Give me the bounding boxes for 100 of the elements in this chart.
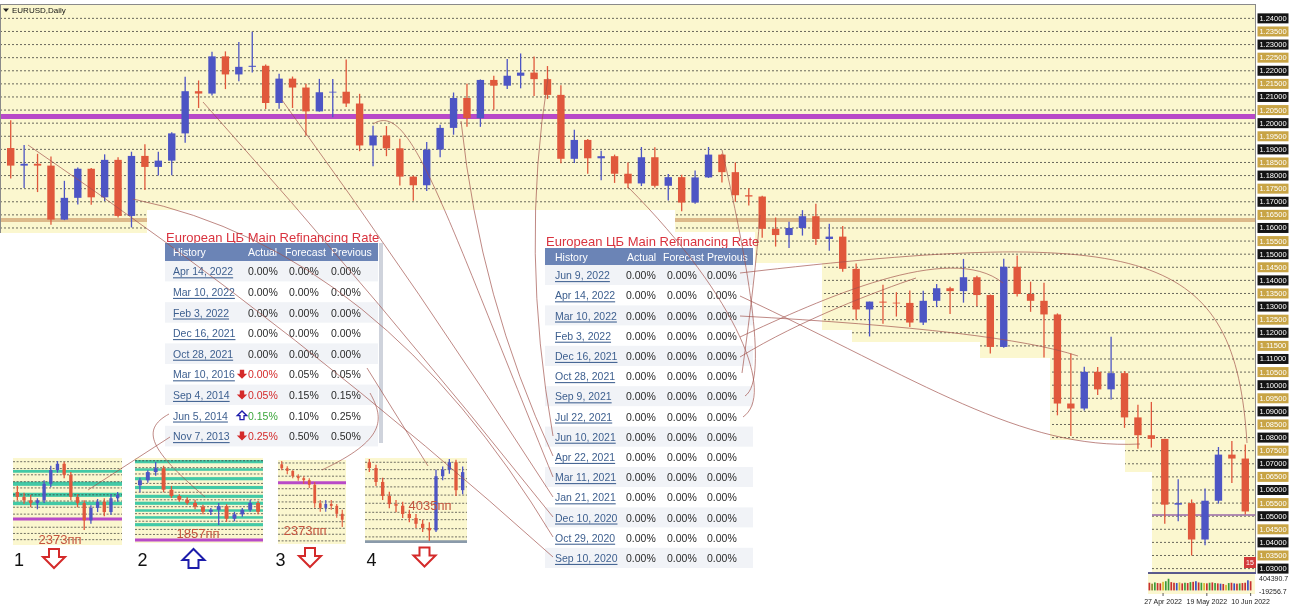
annotation: 0.05% bbox=[331, 368, 361, 381]
annotation: Jun 9, 2022 bbox=[555, 269, 611, 282]
annotation: Jan 21, 2021 bbox=[555, 491, 616, 504]
annotation: Mar 10, 2016 bbox=[173, 368, 236, 381]
annotation: 0.00% bbox=[289, 285, 319, 298]
annotation: 0.00% bbox=[707, 471, 737, 484]
annotation: History bbox=[173, 246, 207, 258]
annotation: Mar 11, 2021 bbox=[555, 471, 617, 484]
text: European ЦБ Main Refinancing Rate bbox=[546, 234, 760, 249]
annotation: 0.00% bbox=[248, 347, 278, 360]
annotation: 0.00% bbox=[626, 349, 656, 362]
annotation: 0.00% bbox=[667, 511, 697, 524]
annotation: 1 bbox=[13, 550, 25, 570]
annotation: 0.00% bbox=[626, 289, 656, 302]
annotation: 0.00% bbox=[289, 347, 319, 360]
annotation: Previous bbox=[331, 246, 372, 258]
annotation: 0.00% bbox=[626, 551, 656, 564]
annotation: 0.00% bbox=[248, 285, 278, 298]
annotation: 0.50% bbox=[331, 430, 361, 443]
annotation: 0.00% bbox=[707, 289, 737, 302]
annotation: 0.00% bbox=[707, 551, 737, 564]
annotation: 0.00% bbox=[248, 327, 278, 340]
annotation: 0.00% bbox=[289, 306, 319, 319]
annotation: 0.00% bbox=[667, 269, 697, 282]
annotation: Previous bbox=[707, 250, 748, 263]
annotation: 0.15% bbox=[289, 388, 319, 401]
annotation: Oct 29, 2020 bbox=[555, 531, 616, 544]
annotation: Jul 22, 2021 bbox=[555, 410, 613, 423]
annotation: 0.00% bbox=[707, 531, 737, 544]
annotation: 0.00% bbox=[626, 370, 656, 383]
annotation: 1857пп bbox=[176, 525, 220, 541]
annotation: Jun 5, 2014 bbox=[173, 409, 229, 422]
annotation: 0.00% bbox=[667, 370, 697, 383]
annotation: Jun 10, 2021 bbox=[555, 430, 616, 443]
text: European ЦБ Main Refinancing Rate bbox=[166, 229, 380, 245]
annotation: 0.00% bbox=[626, 309, 656, 322]
annotation: Feb 3, 2022 bbox=[555, 329, 612, 342]
annotation: 0.00% bbox=[331, 285, 361, 298]
annotation: Dec 16, 2021 bbox=[555, 349, 618, 362]
annotation: 0.15% bbox=[248, 409, 278, 422]
annotation: 0.00% bbox=[667, 430, 697, 443]
annotation: 0.00% bbox=[707, 491, 737, 504]
annotation: 0.00% bbox=[667, 471, 697, 484]
annotation: 0.00% bbox=[626, 430, 656, 443]
annotation: 0.10% bbox=[289, 409, 319, 422]
annotation: 0.00% bbox=[626, 410, 656, 423]
annotation: 0.00% bbox=[667, 551, 697, 564]
annotation: 0.50% bbox=[289, 430, 319, 443]
annotation: 0.05% bbox=[248, 388, 278, 401]
annotation: 0.00% bbox=[331, 306, 361, 319]
annotation: 2373пп bbox=[283, 522, 327, 538]
annotation: 2 bbox=[137, 550, 148, 570]
annotation: 0.00% bbox=[626, 329, 656, 342]
annotation: Feb 3, 2022 bbox=[173, 306, 230, 319]
annotation: 0.00% bbox=[707, 269, 737, 282]
annotation: Dec 16, 2021 bbox=[173, 327, 236, 340]
annotation: History bbox=[555, 250, 589, 263]
annotation: 0.00% bbox=[707, 349, 737, 362]
annotation: Forecast bbox=[663, 250, 704, 263]
annotation: 0.00% bbox=[707, 329, 737, 342]
annotation: 0.00% bbox=[626, 450, 656, 463]
annotation: 0.00% bbox=[707, 370, 737, 383]
annotation: 0.00% bbox=[667, 491, 697, 504]
annotation: 0.00% bbox=[248, 306, 278, 319]
annotation: Apr 22, 2021 bbox=[555, 450, 616, 463]
annotation: 0.00% bbox=[626, 491, 656, 504]
annotation: Nov 7, 2013 bbox=[173, 430, 230, 443]
annotation: Actual bbox=[627, 250, 657, 263]
annotation: Sep 9, 2021 bbox=[555, 390, 612, 403]
annotation: 0.00% bbox=[707, 511, 737, 524]
annotation: 0.00% bbox=[667, 410, 697, 423]
annotation: Dec 10, 2020 bbox=[555, 511, 618, 524]
annotation: 3 bbox=[275, 550, 286, 570]
annotation: 0.00% bbox=[707, 430, 737, 443]
annotation: 0.00% bbox=[289, 265, 319, 278]
annotation: 0.00% bbox=[707, 309, 737, 322]
annotation: Mar 10, 2022 bbox=[555, 309, 618, 322]
annotation: 0.00% bbox=[667, 450, 697, 463]
annotation: 0.00% bbox=[248, 368, 278, 381]
annotation: 0.00% bbox=[626, 471, 656, 484]
annotation: 0.00% bbox=[626, 531, 656, 544]
annotation: Oct 28, 2021 bbox=[555, 370, 616, 383]
annotation: Apr 14, 2022 bbox=[173, 265, 234, 278]
annotation: 0.05% bbox=[289, 368, 319, 381]
annotation: 0.25% bbox=[248, 430, 278, 443]
annotation: Actual bbox=[248, 246, 278, 258]
chart-title: EURUSD,Daily bbox=[12, 6, 66, 15]
annotation: 0.00% bbox=[667, 329, 697, 342]
annotation: 0.00% bbox=[626, 511, 656, 524]
annotation: 0.00% bbox=[707, 450, 737, 463]
annotation: 0.00% bbox=[289, 327, 319, 340]
annotation: Mar 10, 2022 bbox=[173, 285, 236, 298]
annotation: 0.15% bbox=[331, 388, 361, 401]
annotation: 0.00% bbox=[331, 327, 361, 340]
annotation: 0.00% bbox=[707, 390, 737, 403]
annotation: 0.00% bbox=[667, 349, 697, 362]
annotation: Oct 28, 2021 bbox=[173, 347, 234, 360]
annotation: 0.00% bbox=[331, 265, 361, 278]
annotation: 2373пп bbox=[38, 531, 82, 547]
annotation: 0.25% bbox=[331, 409, 361, 422]
